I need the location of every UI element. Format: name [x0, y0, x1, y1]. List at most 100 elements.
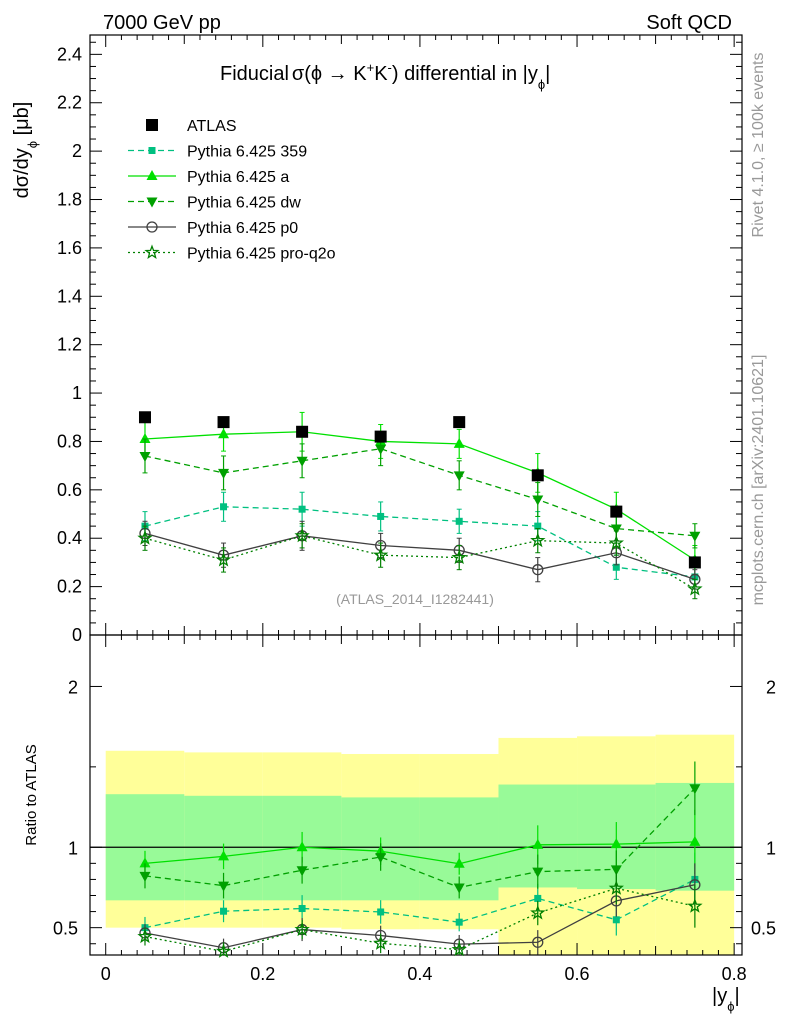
y-tick-label: 2 [72, 141, 82, 161]
x-tick-label: 0.6 [565, 964, 590, 984]
rivet-watermark: Rivet 4.1.0, ≥ 100k events [750, 53, 767, 238]
y-tick-label: 1.2 [57, 335, 82, 355]
y-tick-label: 1.4 [57, 286, 82, 306]
ratio-line [144, 878, 696, 929]
data-point [377, 512, 385, 520]
ratio-point [373, 935, 389, 950]
ratio-point [220, 907, 228, 915]
data-point [139, 433, 151, 444]
data-point [530, 532, 546, 548]
ratio-point [298, 905, 306, 913]
legend-marker [146, 170, 158, 180]
y-tick-label: 0 [72, 625, 82, 645]
series-atlas-data [138, 411, 701, 569]
ratio-point [139, 857, 151, 868]
ratio-point [375, 853, 387, 864]
y-tick-label: 2.4 [57, 44, 82, 64]
main-plot-series [137, 411, 703, 600]
ratio-point [530, 904, 546, 920]
ratio-point [296, 841, 308, 852]
x-tick-label: 0.8 [722, 964, 747, 984]
ratio-plot-frame [89, 634, 743, 956]
header-left: 7000 GeV pp [103, 12, 221, 34]
legend: ATLAS Pythia 6.425 359 Pythia 6.425 a Pythi… [128, 118, 336, 263]
data-point [612, 563, 620, 571]
ratio-point [689, 784, 701, 795]
y-tick-label: 0.8 [57, 431, 82, 451]
ratio-line [144, 887, 696, 953]
ratio-point [689, 835, 701, 846]
atlas-data-point [453, 416, 466, 429]
y-tick-label: 1 [72, 383, 82, 403]
ratio-point [455, 918, 463, 926]
data-point [610, 524, 622, 535]
data-point [532, 564, 544, 576]
data-point [137, 530, 153, 545]
data-point [294, 527, 310, 543]
series-line [144, 535, 696, 590]
legend-marker [146, 197, 158, 208]
y-axis-label: dσ/dyϕ [μb] [11, 102, 40, 199]
series-line [144, 506, 695, 578]
axes: 0 0.2 0.4 0.6 0.8 1 1.2 1.4 1.6 1.8 2 2.2 2.4 0.5 0.5 1… [53, 35, 776, 984]
ratio-y-axis-label: Ratio to ATLAS [23, 744, 40, 845]
plot-title: Fiducial σ(ϕ → K+K-) differential in |yϕ| [220, 60, 550, 92]
y-tick-label: 0.2 [57, 577, 82, 597]
data-point [298, 505, 306, 513]
series-line [144, 532, 696, 580]
y-tick-label: 0.4 [57, 528, 82, 548]
data-point [453, 471, 465, 482]
legend-label: Pythia 6.425 p0 [187, 220, 298, 237]
data-point [218, 468, 230, 479]
data-point [220, 503, 228, 511]
legend-label: Pythia 6.425 359 [187, 144, 307, 161]
ratio-point [296, 866, 308, 877]
ratio-point [612, 916, 620, 924]
data-point [218, 428, 230, 439]
ratio-point [215, 943, 232, 958]
data-point [296, 456, 308, 467]
ratio-point [453, 883, 465, 894]
series-pq2o [137, 523, 703, 600]
legend-marker [148, 147, 156, 154]
ratio-y-tick-label: 0.5 [53, 919, 78, 939]
data-point [373, 547, 389, 562]
ratio-point [451, 941, 467, 957]
x-tick-label: 0.4 [407, 964, 432, 984]
data-point [689, 531, 701, 542]
series-line [144, 431, 696, 561]
ratio-line [144, 841, 695, 865]
data-point [451, 549, 467, 565]
ratio-point [139, 871, 151, 882]
ratio-series-pq2o [137, 872, 703, 958]
y-tick-label: 2.2 [57, 93, 82, 113]
ratio-point [532, 936, 544, 948]
atlas-data-point [296, 425, 309, 438]
ratio-point [532, 867, 544, 878]
ratio-point [218, 850, 230, 861]
data-point [453, 437, 465, 448]
x-axis-label: |yϕ| [712, 985, 740, 1014]
data-point [455, 517, 463, 525]
y-tick-label: 1.8 [57, 190, 82, 210]
legend-marker [146, 221, 158, 233]
legend-label: Pythia 6.425 pro-q2o [187, 246, 336, 263]
ratio-plot-series [137, 761, 703, 958]
ratio-point [137, 928, 153, 944]
data-point [215, 551, 232, 567]
ratio-point [610, 838, 622, 849]
data-point [139, 451, 151, 462]
ratio-y-tick-label-right: 2 [766, 677, 776, 697]
atlas-data-point [374, 430, 387, 443]
ratio-point [377, 908, 385, 916]
legend-label: Pythia 6.425 dw [187, 195, 301, 212]
ratio-point [608, 880, 624, 895]
header-right: Soft QCD [646, 12, 732, 34]
legend-marker [146, 119, 158, 131]
data-point [532, 495, 544, 506]
data-point [534, 522, 542, 530]
atlas-data-point [217, 416, 230, 429]
x-tick-label: 0 [101, 964, 111, 984]
legend-label: ATLAS [187, 118, 237, 135]
